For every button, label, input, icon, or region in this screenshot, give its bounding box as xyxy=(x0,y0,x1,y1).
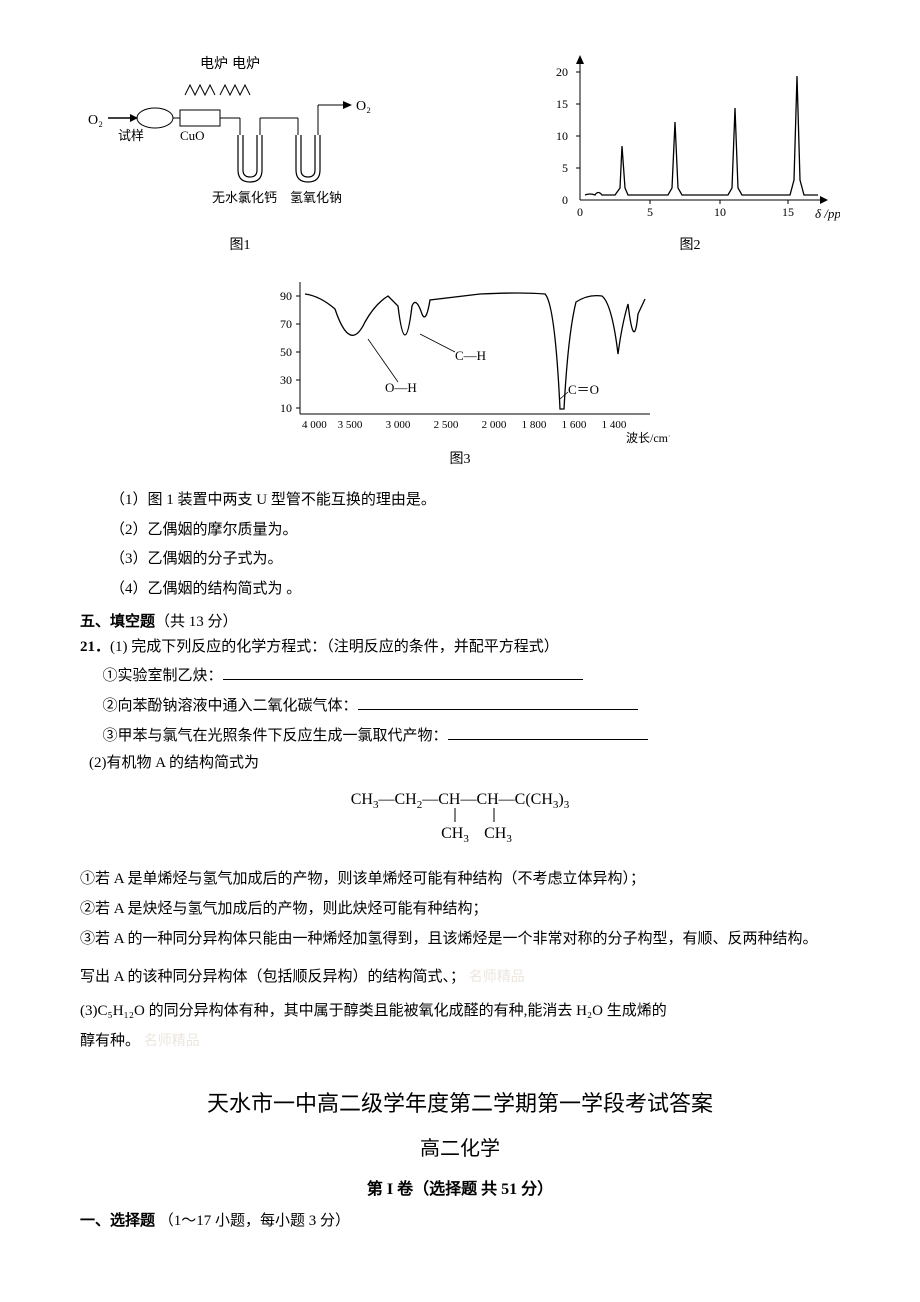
ir-xt-3500: 3 500 xyxy=(338,419,363,431)
ytick-15: 15 xyxy=(556,97,568,111)
section5-bold: 五、填空题 xyxy=(80,614,155,630)
q21-part3: (3)C₅H₁₂O 的同分异构体有种，其中属于醇类且能被氧化成醛的有种,能消去 … xyxy=(80,996,840,1026)
q21-part2-lead: (2)有机物 A 的结构简式为 xyxy=(80,751,840,777)
watermark-1: 名师精品 xyxy=(469,970,525,985)
xtick-15: 15 xyxy=(782,205,794,219)
choice-header-rest: （1～17 小题，每小题 3 分） xyxy=(159,1213,350,1229)
blank-2 xyxy=(358,695,638,710)
oh-label: O—H xyxy=(385,380,417,395)
apparatus-svg: 电炉 电炉 O₂ 试样 CuO xyxy=(80,50,400,230)
ch-label: C—H xyxy=(455,348,486,363)
ir-xt-1800: 1 800 xyxy=(522,419,547,431)
q21-part1: (1) 完成下列反应的化学方程式：（注明反应的条件，并配平方程式） xyxy=(110,639,559,655)
ytick-10: 10 xyxy=(556,129,568,143)
co-label: C＝O xyxy=(568,382,599,397)
structure-formula: CH3—CH2—CH—CH—C(CH3)3 CH3 CH3 xyxy=(80,786,840,850)
q21-sub1: ①若 A 是单烯烃与氢气加成后的产物，则该单烯烃可能有种结构（不考虑立体异构）； xyxy=(80,864,840,894)
q21-sub3b: 写出 A 的该种同分异构体（包括顺反异构）的结构简式、； 名师精品 xyxy=(80,962,840,992)
q21-line3-text: ③甲苯与氯气在光照条件下反应生成一氯取代产物： xyxy=(103,728,448,744)
heater-label-1: 电炉 xyxy=(200,56,228,72)
q21-line1: ①实验室制乙炔： xyxy=(80,661,840,691)
ir-ytick-70: 70 xyxy=(280,317,292,331)
q3: （3）乙偶姻的分子式为。 xyxy=(80,547,840,573)
ir-ytick-90: 90 xyxy=(280,289,292,303)
q21-sub2: ②若 A 是炔烃与氢气加成后的产物，则此炔烃可能有种结构； xyxy=(80,894,840,924)
nmr-svg: 0 5 10 15 20 0 5 10 15 δ /ppm xyxy=(540,50,840,230)
ir-ytick-50: 50 xyxy=(280,345,292,359)
q21-part3-text: (3)C₅H₁₂O 的同分异构体有种，其中属于醇类且能被氧化成醛的有种,能消去 … xyxy=(80,1003,667,1019)
xtick-10: 10 xyxy=(714,205,726,219)
calcium-label: 无水氯化钙 xyxy=(212,190,277,205)
q21-part3b-text: 醇有种。 xyxy=(80,1033,140,1049)
o2-label: O₂ xyxy=(88,113,103,128)
naoh-label: 氢氧化钠 xyxy=(290,190,342,205)
formula-ch3-2: CH3 xyxy=(484,825,512,845)
figure-2: 0 5 10 15 20 0 5 10 15 δ /ppm 图2 xyxy=(540,50,840,254)
ir-xlabel: 波长/cm⁻¹ xyxy=(626,431,670,444)
answer-title: 天水市一中高二级学年度第二学期第一学段考试答案 xyxy=(80,1086,840,1118)
ir-svg: 10 30 50 70 90 4 000 3 500 3 000 2 500 2… xyxy=(250,264,670,444)
ir-xt-3000: 3 000 xyxy=(386,419,411,431)
choice-header: 一、选择题 （1～17 小题，每小题 3 分） xyxy=(80,1209,840,1230)
q21-sub3b-text: 写出 A 的该种同分异构体（包括顺反异构）的结构简式、； xyxy=(80,969,465,985)
ir-ytick-30: 30 xyxy=(280,373,292,387)
xtick-5: 5 xyxy=(647,205,653,219)
q2: （2）乙偶姻的摩尔质量为。 xyxy=(80,518,840,544)
o2-right-label: O₂ xyxy=(356,99,371,114)
cuo-label: CuO xyxy=(180,128,205,143)
q21-lead: 21．(1) 完成下列反应的化学方程式：（注明反应的条件，并配平方程式） xyxy=(80,635,840,661)
ytick-20: 20 xyxy=(556,65,568,79)
section5-header: 五、填空题（共 13 分） xyxy=(80,610,840,631)
sample-label: 试样 xyxy=(118,128,144,143)
ir-xt-1400: 1 400 xyxy=(602,419,627,431)
q21-sub3: ③若 A 的一种同分异构体只能由一种烯烃加氢得到，且该烯烃是一个非常对称的分子构… xyxy=(80,924,840,954)
ir-ytick-10: 10 xyxy=(280,401,292,415)
formula-top: CH3—CH2—CH—CH—C(CH3)3 xyxy=(351,791,570,811)
ir-xt-2500: 2 500 xyxy=(434,419,459,431)
formula-svg: CH3—CH2—CH—CH—C(CH3)3 CH3 CH3 xyxy=(300,786,620,846)
choice-header-bold: 一、选择题 xyxy=(80,1213,159,1229)
section5-rest: （共 13 分） xyxy=(155,614,238,630)
x-label: δ /ppm xyxy=(815,206,840,221)
heater-label-2: 电炉 xyxy=(232,56,260,72)
xtick-0: 0 xyxy=(577,205,583,219)
figure-3: 10 30 50 70 90 4 000 3 500 3 000 2 500 2… xyxy=(80,264,840,468)
ir-xt-2000: 2 000 xyxy=(482,419,507,431)
answer-subject: 高二化学 xyxy=(80,1132,840,1161)
q1: （1）图 1 装置中两支 U 型管不能互换的理由是。 xyxy=(80,488,840,514)
q21-num: 21． xyxy=(80,639,110,655)
q21-line1-text: ①实验室制乙炔： xyxy=(103,668,223,684)
formula-ch3-1: CH3 xyxy=(441,825,469,845)
q21-line3: ③甲苯与氯气在光照条件下反应生成一氯取代产物： xyxy=(80,721,840,751)
ytick-5: 5 xyxy=(562,161,568,175)
q21-part3b: 醇有种。 名师精品 xyxy=(80,1026,840,1056)
figures-row-top: 电炉 电炉 O₂ 试样 CuO xyxy=(80,50,840,254)
figure-1: 电炉 电炉 O₂ 试样 CuO xyxy=(80,50,400,254)
fig3-caption: 图3 xyxy=(450,448,471,468)
blank-1 xyxy=(223,665,583,680)
ir-xt-1600: 1 600 xyxy=(562,419,587,431)
fig1-caption: 图1 xyxy=(230,234,251,254)
answer-section: 第 I 卷（选择题 共 51 分） xyxy=(80,1175,840,1199)
q21-line2-text: ②向苯酚钠溶液中通入二氧化碳气体： xyxy=(103,698,358,714)
ir-xt-4000: 4 000 xyxy=(302,419,327,431)
blank-3 xyxy=(448,725,648,740)
q21-line2: ②向苯酚钠溶液中通入二氧化碳气体： xyxy=(80,691,840,721)
ytick-0: 0 xyxy=(562,193,568,207)
q4: （4）乙偶姻的结构简式为 。 xyxy=(80,577,840,603)
watermark-2: 名师精品 xyxy=(144,1034,200,1049)
fig2-caption: 图2 xyxy=(680,234,701,254)
